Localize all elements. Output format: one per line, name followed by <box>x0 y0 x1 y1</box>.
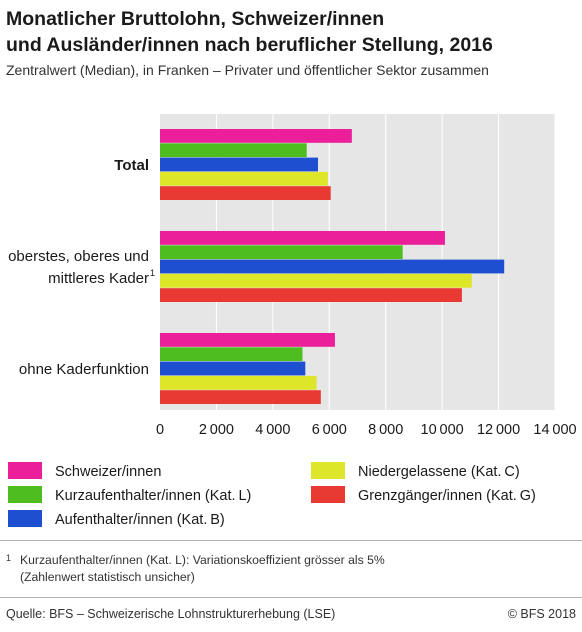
copyright: © BFS 2018 <box>507 607 576 621</box>
legend-label: Aufenthalter/innen (Kat. B) <box>55 512 225 528</box>
category-label: oberstes, oberes und <box>8 248 149 265</box>
category-label: Total <box>114 157 149 174</box>
category-label: ohne Kaderfunktion <box>19 361 149 378</box>
chart-subtitle: Zentralwert (Median), in Franken – Priva… <box>6 62 489 78</box>
bar-3-series-3 <box>160 361 306 376</box>
chart-title-line2: und Ausländer/innen nach beruflicher Ste… <box>6 34 493 56</box>
bar-2-series-5 <box>160 288 462 302</box>
bar-3-series-2 <box>160 347 303 362</box>
bar-chart: 0 2 000 4 000 6 000 8 000 10 000 12 000 14 000 T… <box>8 114 577 528</box>
category-label: mittleres Kader <box>48 270 149 287</box>
x-tick-label: 10 000 <box>421 422 464 438</box>
category-footnote-mark: 1 <box>150 268 155 278</box>
bar-3-series-1 <box>160 333 335 347</box>
legend-swatch <box>8 510 42 527</box>
bar-1-series-2 <box>160 143 307 158</box>
divider-bottom <box>0 597 582 598</box>
divider-top <box>0 540 582 541</box>
chart-title-line1: Monatlicher Bruttolohn, Schweizer/innen <box>6 8 385 30</box>
footnote-line1: Kurzaufenthalter/innen (Kat. L): Variati… <box>20 553 385 567</box>
bar-1-series-3 <box>160 157 318 172</box>
legend-swatch <box>8 486 42 503</box>
x-tick-label: 6 000 <box>312 422 347 438</box>
footnote-line2: (Zahlenwert statistisch unsicher) <box>20 570 195 584</box>
legend-label: Grenzgänger/innen (Kat. G) <box>358 488 536 504</box>
legend-label: Kurzaufenthalter/innen (Kat. L) <box>55 488 251 504</box>
x-tick-label: 4 000 <box>255 422 290 438</box>
bar-2-series-3 <box>160 259 505 274</box>
bar-1-series-4 <box>160 171 328 186</box>
legend-swatch <box>8 462 42 479</box>
bar-2-series-4 <box>160 273 472 288</box>
legend-swatch <box>311 462 345 479</box>
x-tick-label: 8 000 <box>368 422 403 438</box>
footnote: 1 Kurzaufenthalter/innen (Kat. L): Varia… <box>6 552 385 586</box>
bar-2-series-1 <box>160 231 445 245</box>
bar-1-series-5 <box>160 186 331 200</box>
bar-3-series-5 <box>160 390 321 404</box>
x-tick-label: 14 000 <box>533 422 576 438</box>
x-tick-label: 12 000 <box>477 422 520 438</box>
legend-swatch <box>311 486 345 503</box>
footnote-mark: 1 <box>6 553 12 563</box>
legend-label: Schweizer/innen <box>55 464 161 480</box>
chart-title: Monatlicher Bruttolohn, Schweizer/innen … <box>6 6 576 58</box>
legend-label: Niedergelassene (Kat. C) <box>358 464 520 480</box>
bar-1-series-1 <box>160 129 352 143</box>
bar-3-series-4 <box>160 375 317 390</box>
bar-2-series-2 <box>160 245 403 260</box>
x-tick-label: 2 000 <box>199 422 234 438</box>
source-note: Quelle: BFS – Schweizerische Lohnstruktu… <box>6 607 336 621</box>
x-tick-label: 0 <box>156 422 164 438</box>
